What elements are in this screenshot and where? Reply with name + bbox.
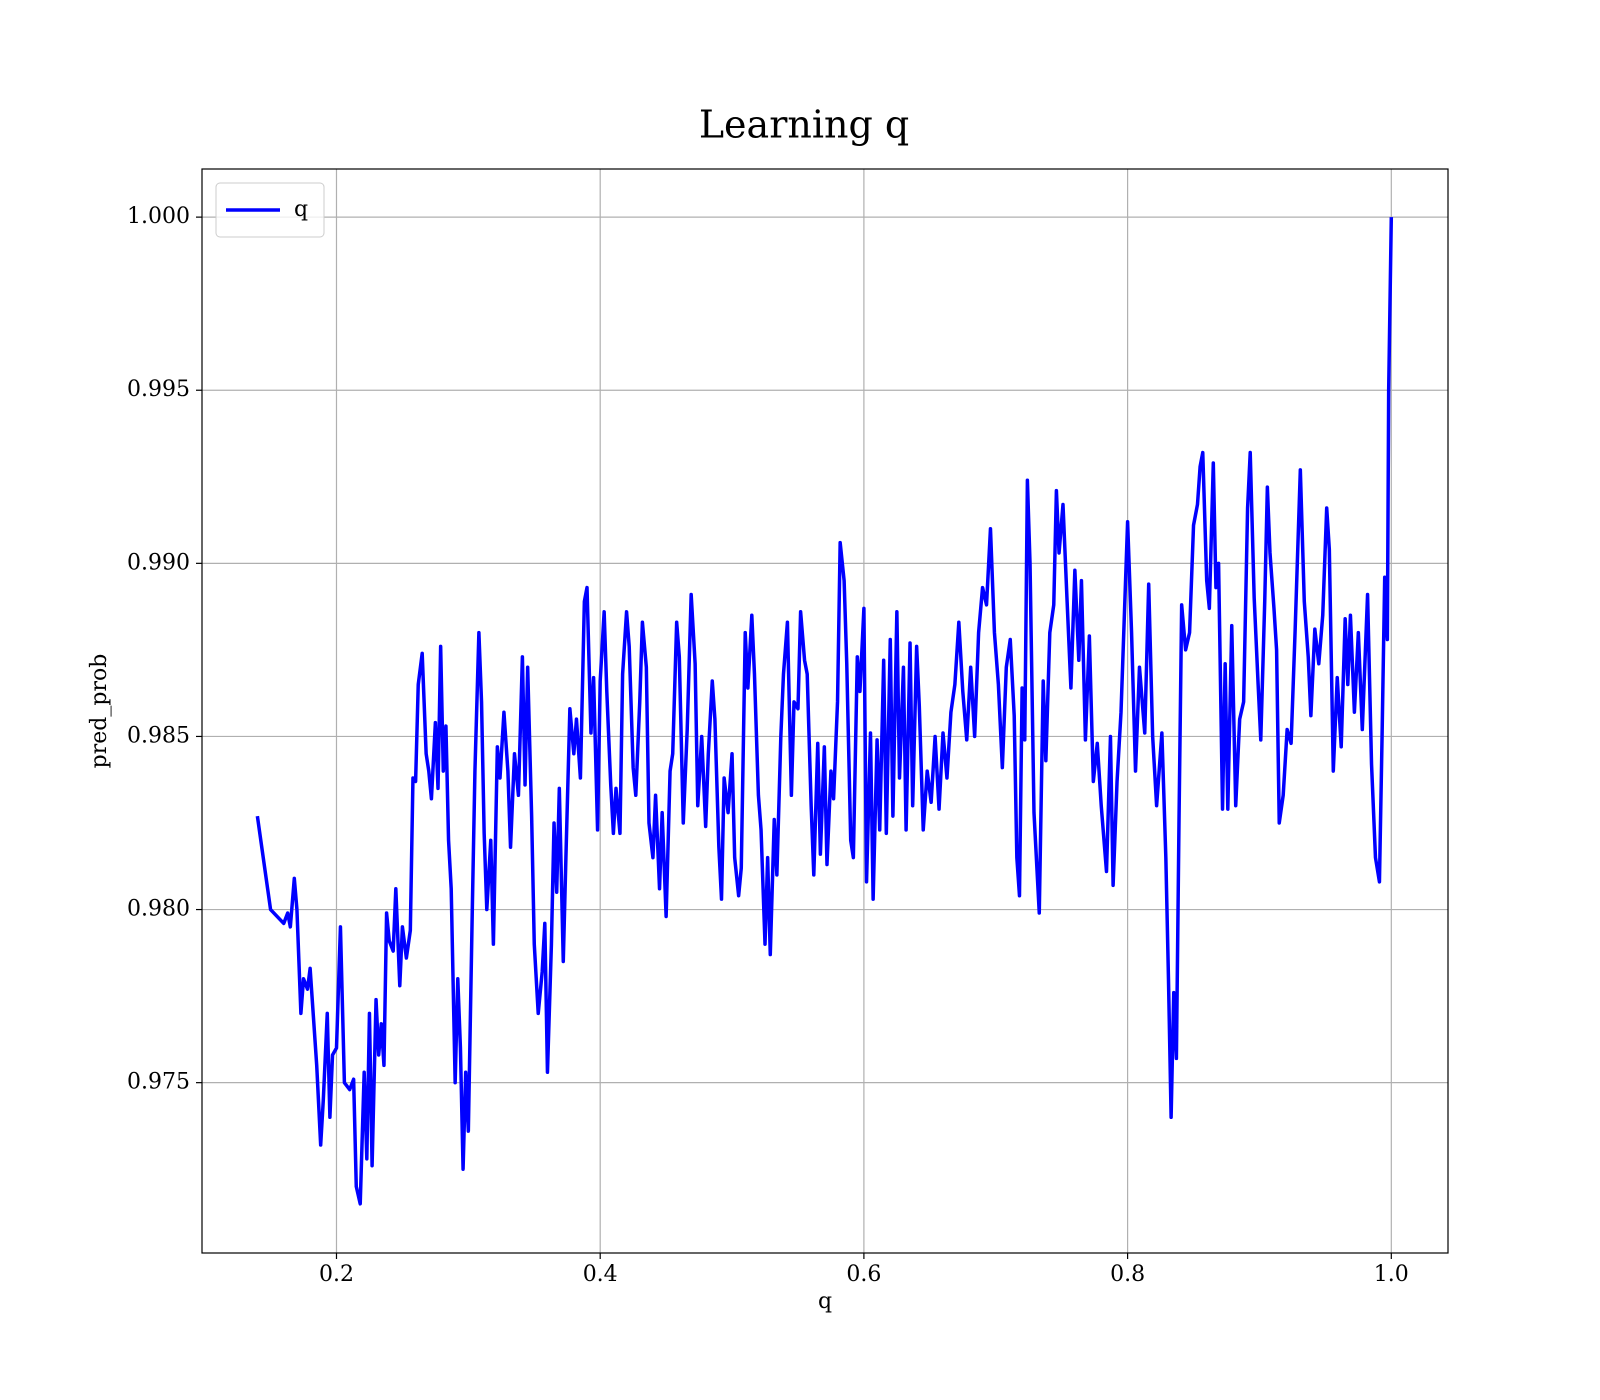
plot-frame — [201, 168, 1449, 1254]
legend: q — [215, 182, 325, 238]
x-tick-label: 0.4 — [583, 1262, 618, 1287]
x-axis-label: q — [818, 1289, 832, 1314]
x-tick-label: 0.8 — [1110, 1262, 1145, 1287]
y-tick-label: 0.995 — [127, 377, 190, 402]
y-tick-label: 0.985 — [127, 723, 190, 748]
y-tick-label: 0.980 — [127, 897, 190, 922]
legend-label: q — [294, 197, 308, 222]
y-tick-label: 0.990 — [127, 550, 190, 575]
x-tick-label: 1.0 — [1374, 1262, 1409, 1287]
x-tick-label: 0.6 — [846, 1262, 881, 1287]
y-axis-label: pred_prob — [87, 654, 112, 769]
data-line — [255, 217, 1394, 1206]
chart-title: Learning q — [699, 103, 909, 147]
y-tick-label: 1.000 — [127, 204, 190, 229]
x-tick-label: 0.2 — [319, 1262, 354, 1287]
y-tick-label: 0.975 — [127, 1070, 190, 1095]
